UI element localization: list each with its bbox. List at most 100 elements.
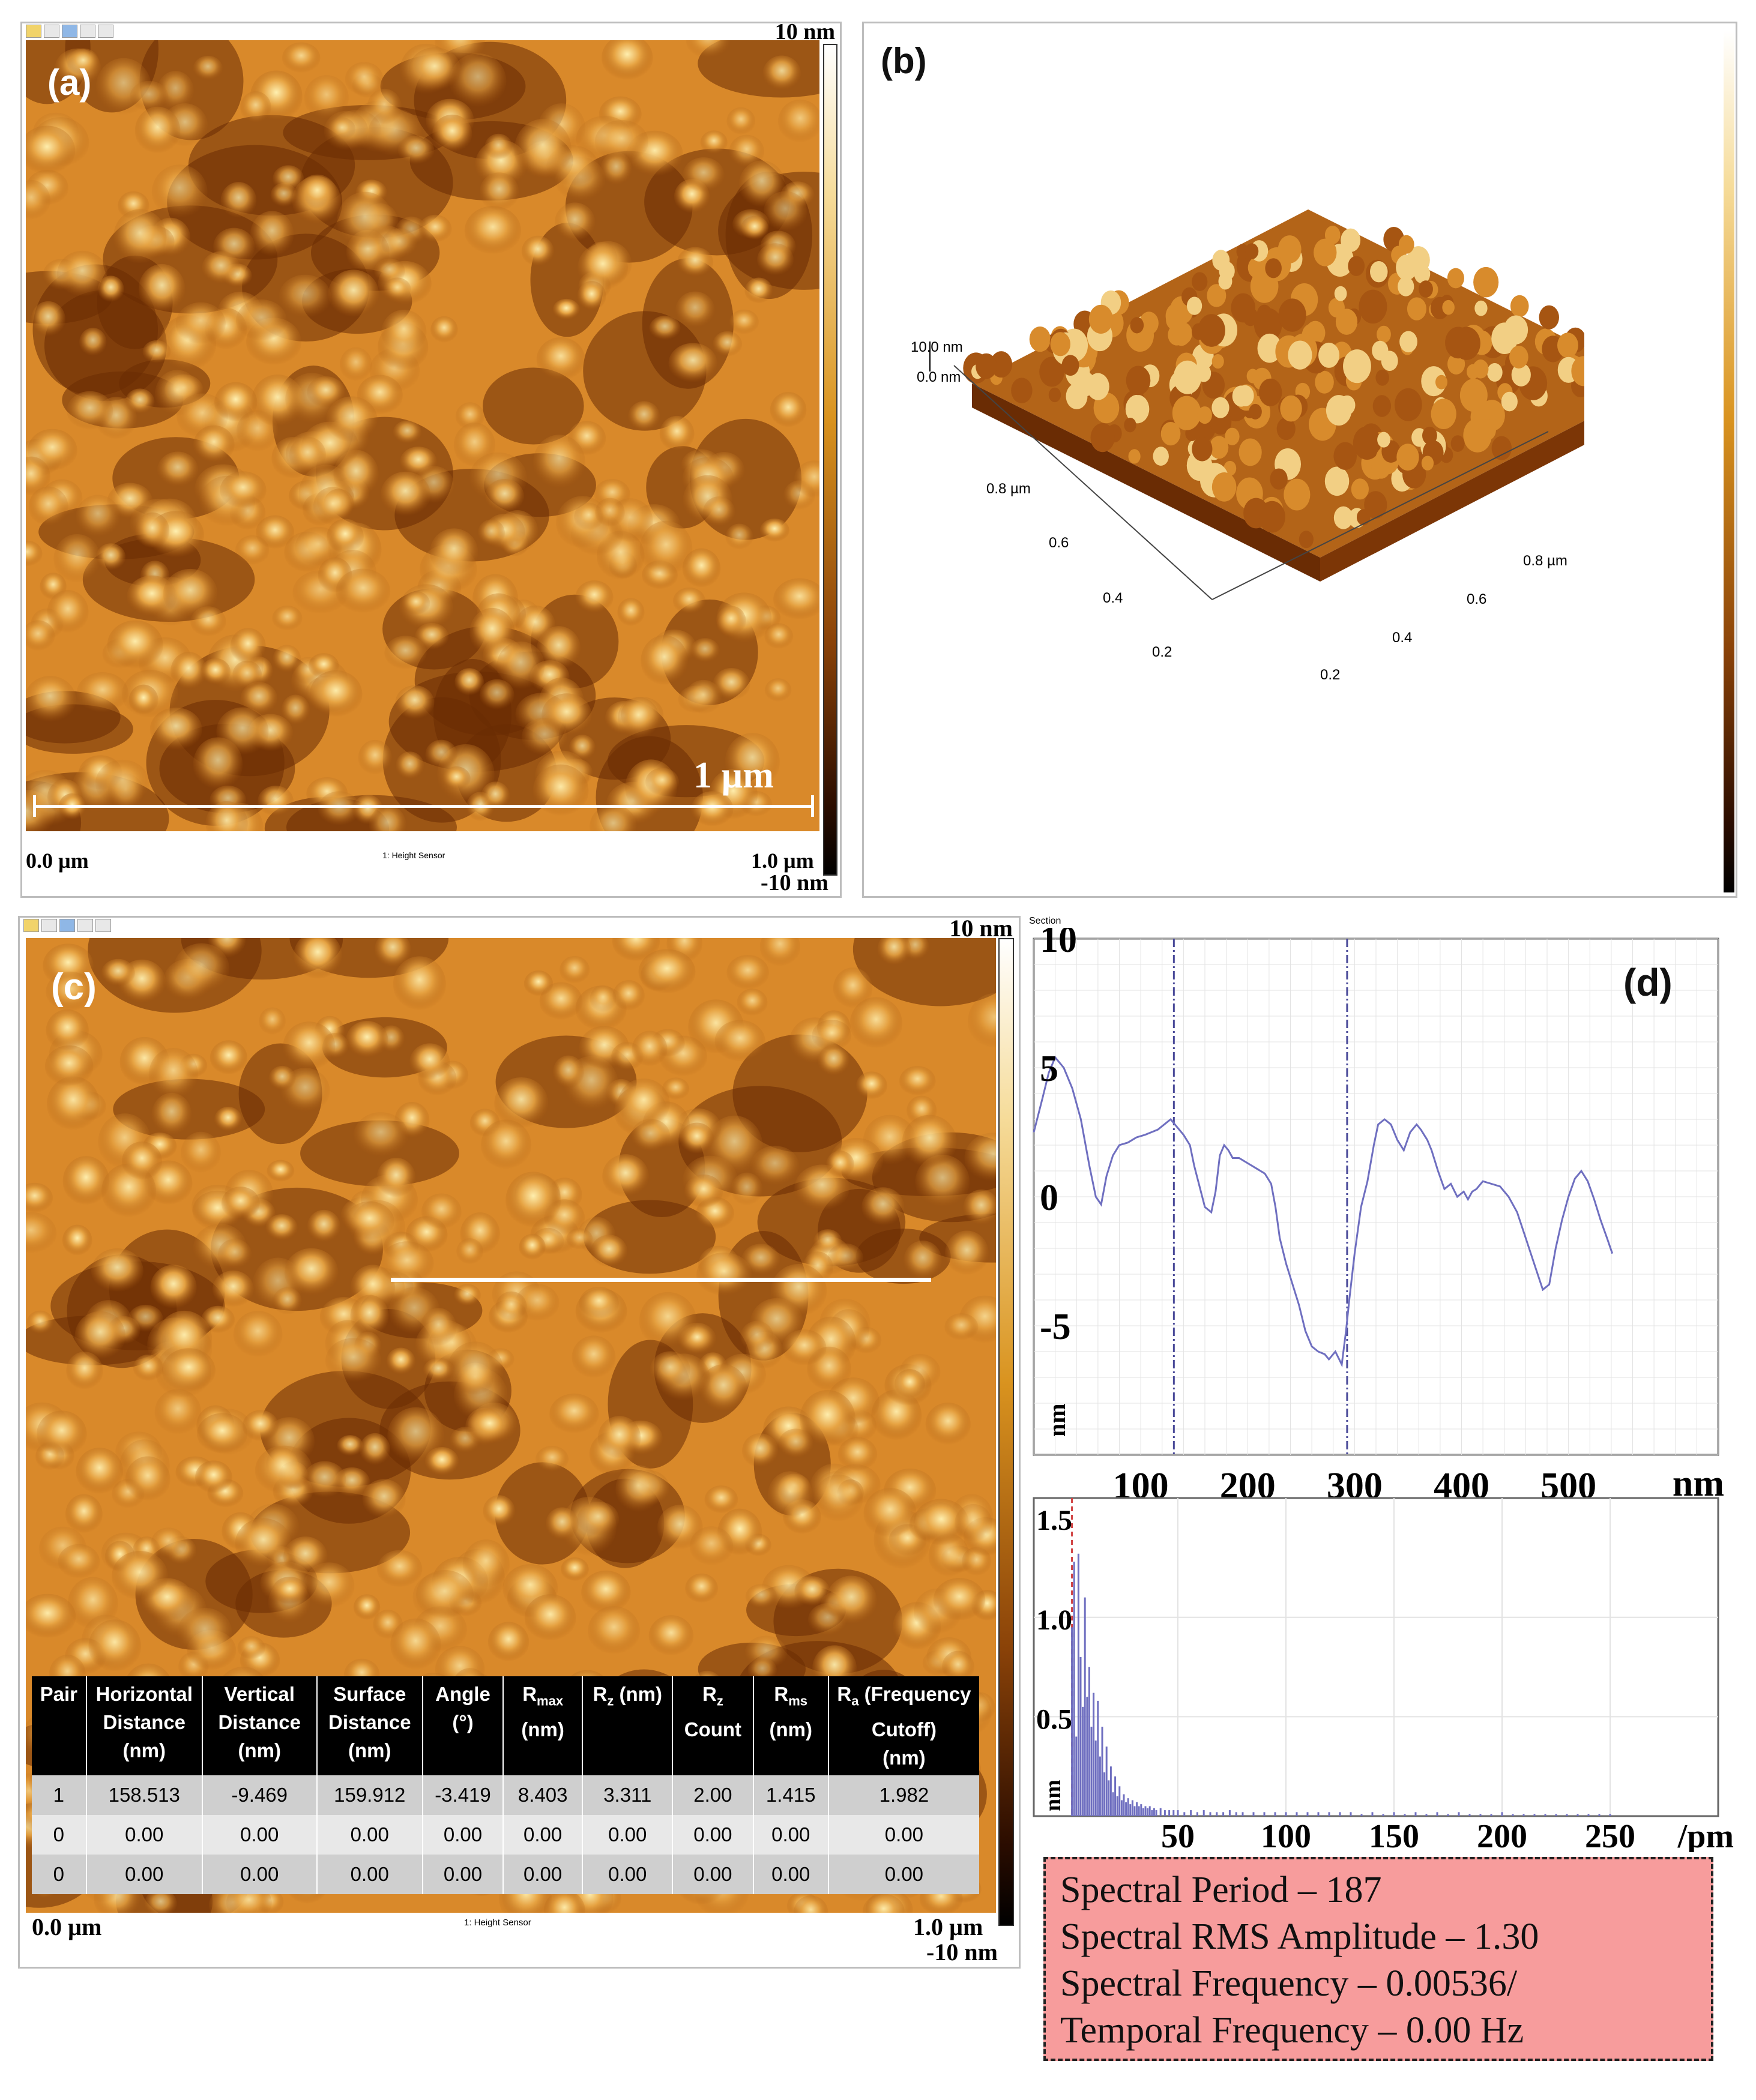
afm-grain: [561, 1557, 589, 1582]
right-axis: [1211, 431, 1549, 600]
surface-peak: [1211, 354, 1224, 369]
afm-grain: [453, 1284, 481, 1307]
afm-grain: [210, 1040, 248, 1076]
colorbar-c-min: -10 nm: [926, 1939, 998, 1966]
table-cell: 0.00: [672, 1814, 754, 1855]
afm-grain: [447, 1341, 504, 1401]
afm-grain: [714, 1020, 765, 1063]
afm-grain: [175, 302, 226, 346]
surface-peak: [1324, 466, 1350, 496]
z-axis-top-label: 10.0 nm: [911, 339, 963, 355]
afm-grain: [66, 1352, 103, 1391]
pencil-icon[interactable]: [26, 25, 41, 38]
afm-grain: [537, 626, 581, 672]
afm-grain: [408, 47, 461, 92]
table-cell: -3.419: [422, 1775, 504, 1815]
afm-grain: [62, 1224, 92, 1257]
afm-grain: [590, 804, 637, 831]
afm-grain: [135, 512, 170, 550]
afm-grain: [337, 191, 393, 251]
afm-grain: [240, 682, 278, 716]
afm-grain: [650, 1351, 690, 1389]
afm-grain: [346, 1021, 388, 1059]
scale-bar: [33, 805, 813, 808]
afm-grain: [442, 766, 471, 791]
afm-grain: [26, 1310, 54, 1335]
afm-image-a: [26, 40, 819, 831]
afm-grain: [235, 1518, 292, 1569]
afm-grain: [113, 209, 167, 266]
afm-grain: [161, 1348, 216, 1393]
header-symbol: R: [774, 1683, 789, 1705]
surface-peak: [1486, 363, 1503, 382]
pencil-icon[interactable]: [23, 919, 39, 932]
afm-grain: [272, 1577, 308, 1605]
afm-grain: [425, 739, 457, 769]
afm-grain: [594, 120, 648, 164]
afm-grain: [37, 1410, 87, 1458]
afm-grain: [336, 568, 391, 615]
colorbar-c-max: 10 nm: [949, 915, 1013, 942]
afm-grain: [193, 425, 235, 465]
surface-peak: [1270, 468, 1288, 490]
surface-peak: [1088, 304, 1113, 334]
select-icon[interactable]: [41, 919, 57, 932]
header-text: Vertical: [224, 1683, 295, 1705]
section-line[interactable]: [391, 1278, 931, 1282]
surface-peak: [1375, 369, 1389, 386]
y-tick-label: -5: [1040, 1307, 1071, 1347]
afm-grain: [833, 967, 873, 1009]
zoom-in-icon[interactable]: [62, 25, 77, 38]
afm-grain: [955, 1504, 992, 1544]
header-text: (nm): [238, 1739, 281, 1762]
table-cell: 8.403: [502, 1775, 584, 1815]
y-tick-label: 0: [1040, 1178, 1058, 1218]
afm-grain: [26, 540, 43, 567]
right-axis-tick-2: 0.6: [1467, 591, 1487, 607]
table-cell: 0.00: [316, 1854, 423, 1894]
afm-grain: [481, 1119, 531, 1171]
colorbar-b: [1724, 31, 1734, 892]
afm-grain: [524, 1594, 576, 1642]
table-cell: 0.00: [502, 1854, 584, 1894]
surface-peak: [1093, 392, 1120, 424]
table-row[interactable]: 0 0.00 0.00 0.00 0.00 0.00 0.00 0.00 0.00 0.00: [32, 1854, 979, 1894]
surface-peak: [1125, 394, 1150, 424]
afm-grain: [577, 1501, 620, 1537]
reset-icon[interactable]: [95, 919, 111, 932]
table-row[interactable]: 1 158.513 -9.469 159.912 -3.419 8.403 3.311 2.0…: [32, 1775, 979, 1815]
zoom-out-icon[interactable]: [80, 25, 95, 38]
afm-grain: [256, 515, 295, 550]
zoom-in-icon[interactable]: [59, 919, 75, 932]
afm-grain: [193, 55, 223, 82]
table-row[interactable]: 0 0.00 0.00 0.00 0.00 0.00 0.00 0.00 0.00 0.00: [32, 1814, 979, 1855]
table-cell: 0.00: [672, 1854, 754, 1894]
afm-grain: [877, 938, 911, 967]
afm-grain: [837, 1437, 878, 1472]
surface-peak: [1258, 501, 1285, 533]
afm-grain: [150, 1265, 197, 1310]
afm-grain: [533, 435, 586, 491]
afm-grain: [395, 685, 435, 720]
afm-grain: [380, 471, 430, 518]
afm-grain: [173, 943, 230, 995]
afm-grain: [47, 1076, 100, 1132]
surface-peak: [1372, 395, 1392, 417]
panel-label-d: (d): [1623, 961, 1673, 1004]
afm-grain: [944, 1313, 979, 1341]
reset-icon[interactable]: [98, 25, 113, 38]
table-cell: 0.00: [422, 1854, 504, 1894]
zoom-out-icon[interactable]: [77, 919, 93, 932]
table-header-5: Rmax (nm): [502, 1676, 584, 1775]
afm-grain: [250, 211, 294, 258]
afm-grain: [725, 523, 753, 550]
panel-label-b: (b): [881, 41, 927, 81]
afm-grain: [590, 985, 617, 1013]
select-icon[interactable]: [44, 25, 59, 38]
x-tick-label: 50: [1161, 1818, 1195, 1852]
surface-peak: [1211, 472, 1237, 502]
afm-grain: [267, 1160, 295, 1182]
afm-grain: [58, 1544, 100, 1580]
afm-grain: [95, 759, 150, 807]
left-axis-tick-1: 0.8 µm: [986, 481, 1031, 497]
